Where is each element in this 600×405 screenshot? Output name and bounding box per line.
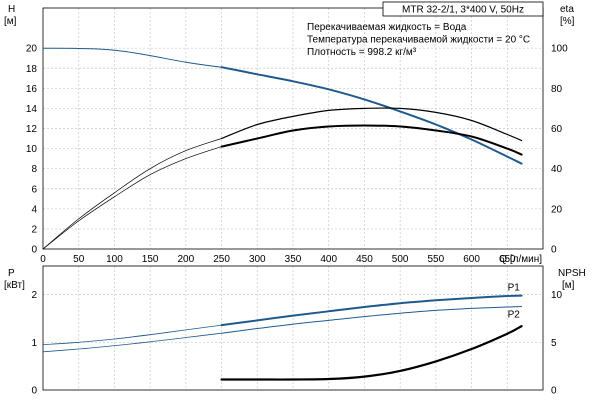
y-left-label-unit: [м]: [4, 16, 17, 27]
annotation-1: Температура перекачиваемой жидкости = 20…: [307, 35, 530, 46]
power-p2-curve-line-thin: [42, 332, 222, 353]
y-right-tick-label-20: 20: [551, 204, 563, 215]
y-left-tick-label-18: 18: [26, 64, 38, 75]
chart-title: MTR 32-2/1, 3*400 V, 50Hz: [402, 5, 524, 16]
y-left-tick-label-2: 2: [31, 224, 37, 235]
x-tick-label-100: 100: [106, 254, 123, 265]
y-left-label-top: H: [8, 4, 15, 15]
x-tick-label-600: 600: [463, 254, 480, 265]
series-label-p1: P1: [508, 283, 521, 294]
y-right-label-top: eta: [560, 4, 574, 15]
bottom-y-left-tick-label-0: 0: [31, 386, 37, 397]
x-axis-label: Q [л/мин]: [499, 254, 542, 265]
y-right-tick-label-60: 60: [551, 124, 563, 135]
power-p1-curve-line: [220, 294, 523, 327]
y-right-tick-label-80: 80: [551, 84, 563, 95]
y-left-tick-label-4: 4: [31, 204, 37, 215]
x-tick-label-50: 50: [73, 254, 85, 265]
npsh-curve-line: [220, 325, 523, 381]
y-right-label-unit: [%]: [560, 16, 575, 27]
series-label-p2: P2: [508, 310, 521, 321]
y-left-tick-label-16: 16: [26, 84, 38, 95]
x-tick-label-300: 300: [249, 254, 266, 265]
x-tick-label-550: 550: [428, 254, 445, 265]
x-tick-label-0: 0: [40, 254, 46, 265]
y-left-tick-label-0: 0: [31, 245, 37, 256]
head-curve-line-thin: [42, 47, 222, 68]
power-p2-curve-line: [221, 306, 523, 334]
efficiency-curve-2-line-thin: [42, 138, 222, 250]
bottom-y-right-tick-label-5: 5: [551, 338, 557, 349]
y-left-tick-label-20: 20: [26, 44, 38, 55]
annotation-2: Плотность = 998.2 кг/м³: [307, 47, 417, 58]
x-tick-label-500: 500: [392, 254, 409, 265]
x-tick-label-450: 450: [356, 254, 373, 265]
power-p1-curve-line-thin: [42, 324, 222, 346]
y-left-tick-label-10: 10: [26, 144, 38, 155]
efficiency-curve-2-line: [221, 107, 523, 142]
bottom-plot-frame: [42, 265, 544, 391]
y-left-tick-label-6: 6: [31, 184, 37, 195]
y-right-tick-label-0: 0: [551, 245, 557, 256]
bottom-y-left-label-unit: [кВт]: [4, 280, 25, 291]
bottom-y-right-label-unit: [м]: [562, 280, 575, 291]
bottom-y-left-label-top: P: [8, 268, 15, 279]
y-left-tick-label-14: 14: [26, 104, 38, 115]
x-tick-label-400: 400: [320, 254, 337, 265]
x-tick-label-650: 650: [499, 254, 516, 265]
efficiency-curve-line: [220, 124, 523, 156]
x-tick-label-150: 150: [142, 254, 159, 265]
bottom-y-right-label-top: NPSH: [558, 268, 586, 279]
y-right-tick-label-100: 100: [551, 44, 568, 55]
y-left-tick-label-8: 8: [31, 164, 37, 175]
y-left-tick-label-12: 12: [26, 124, 38, 135]
x-tick-label-350: 350: [285, 254, 302, 265]
bottom-y-right-tick-label-10: 10: [551, 290, 563, 301]
bottom-y-left-tick-label-2: 2: [31, 290, 37, 301]
title-box: [382, 1, 544, 17]
efficiency-curve-line-thin: [42, 146, 222, 250]
bottom-y-right-tick-label-0: 0: [551, 386, 557, 397]
head-curve-line: [220, 66, 523, 165]
top-plot-frame: [42, 7, 544, 250]
annotation-0: Перекачиваемая жидкость = Вода: [307, 22, 467, 33]
x-tick-label-250: 250: [213, 254, 230, 265]
x-tick-label-200: 200: [178, 254, 195, 265]
y-right-tick-label-40: 40: [551, 164, 563, 175]
bottom-y-left-tick-label-1: 1: [31, 338, 37, 349]
